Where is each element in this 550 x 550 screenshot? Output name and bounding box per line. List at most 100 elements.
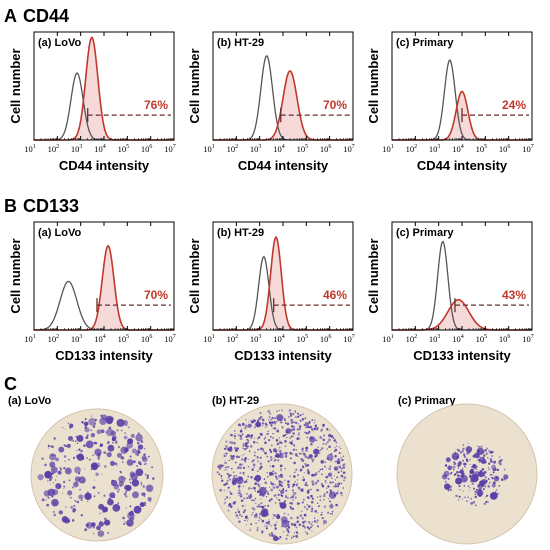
colony <box>140 440 144 443</box>
colony <box>94 422 97 425</box>
colony <box>279 536 282 539</box>
colony <box>313 473 316 477</box>
colony <box>327 511 330 514</box>
x-tick-label: 105 <box>476 144 488 154</box>
colony <box>290 497 292 499</box>
colony <box>250 523 253 526</box>
colony <box>270 424 273 427</box>
colony <box>62 427 64 429</box>
colony <box>44 463 47 467</box>
colony <box>64 428 66 430</box>
colony <box>224 453 226 455</box>
colony <box>271 417 274 420</box>
colony <box>278 475 281 478</box>
colony <box>237 434 240 437</box>
colony <box>256 441 259 444</box>
colony <box>137 448 140 451</box>
colony <box>270 531 273 535</box>
colony <box>327 472 333 477</box>
colony <box>472 501 476 504</box>
colony <box>295 449 298 451</box>
colony <box>467 442 469 444</box>
colony <box>325 467 327 469</box>
colony <box>267 504 270 507</box>
colony <box>88 458 91 461</box>
colony <box>225 469 227 471</box>
panel-label: (c) Primary <box>396 227 454 239</box>
colony <box>268 519 270 521</box>
colony <box>338 465 342 469</box>
colony <box>274 459 277 462</box>
colony <box>265 513 267 515</box>
colony <box>72 508 77 512</box>
colony <box>293 475 296 478</box>
colony <box>274 534 276 536</box>
colony <box>139 507 142 510</box>
colony <box>319 495 322 498</box>
plate-label: (b) HT-29 <box>212 395 259 407</box>
colony <box>45 499 47 501</box>
colony <box>311 458 313 460</box>
colony <box>273 514 276 516</box>
colony <box>142 485 145 488</box>
colony <box>221 477 223 480</box>
colony <box>73 481 79 488</box>
colony <box>105 431 107 433</box>
colony <box>329 465 332 468</box>
colony <box>241 428 243 430</box>
colony <box>238 456 241 458</box>
colony <box>307 490 310 493</box>
colony <box>485 500 488 503</box>
colony <box>267 430 270 433</box>
colony <box>152 477 155 480</box>
colony <box>280 467 282 470</box>
colony <box>253 454 256 457</box>
colony <box>332 437 335 439</box>
colony <box>243 509 247 512</box>
colony <box>72 486 74 489</box>
colony <box>285 428 292 434</box>
colony <box>78 476 86 484</box>
colony <box>135 468 144 477</box>
colony <box>269 472 272 475</box>
colony-plate-primary: (c) Primary <box>396 395 538 545</box>
colony <box>117 506 120 509</box>
colony <box>291 489 294 492</box>
colony <box>491 483 496 488</box>
colony <box>229 491 231 493</box>
colony <box>92 454 94 456</box>
colony <box>275 477 279 480</box>
x-tick-exponent: 7 <box>173 334 176 340</box>
colony <box>287 531 290 534</box>
colony <box>84 528 88 532</box>
colony <box>264 451 266 454</box>
colony <box>151 466 154 469</box>
colony <box>233 474 236 478</box>
colony <box>78 494 84 500</box>
colony <box>234 433 236 435</box>
colony <box>297 416 299 418</box>
colony <box>218 464 223 469</box>
colony <box>340 491 343 495</box>
colony <box>103 494 106 497</box>
colony <box>241 422 245 426</box>
colony <box>227 447 230 451</box>
colony <box>287 480 290 483</box>
colony <box>323 465 326 468</box>
colony <box>326 441 329 444</box>
colony <box>275 450 278 453</box>
colony <box>292 412 295 416</box>
colony <box>284 468 286 470</box>
colony <box>232 484 235 486</box>
colony <box>467 485 470 487</box>
colony <box>58 510 63 515</box>
culture-dish <box>396 403 538 545</box>
colony <box>281 525 283 527</box>
colony <box>264 436 267 438</box>
colony <box>317 505 321 508</box>
colony <box>124 432 126 434</box>
colony <box>101 473 103 475</box>
colony <box>230 467 233 470</box>
colony <box>37 474 44 481</box>
colony <box>279 447 281 449</box>
